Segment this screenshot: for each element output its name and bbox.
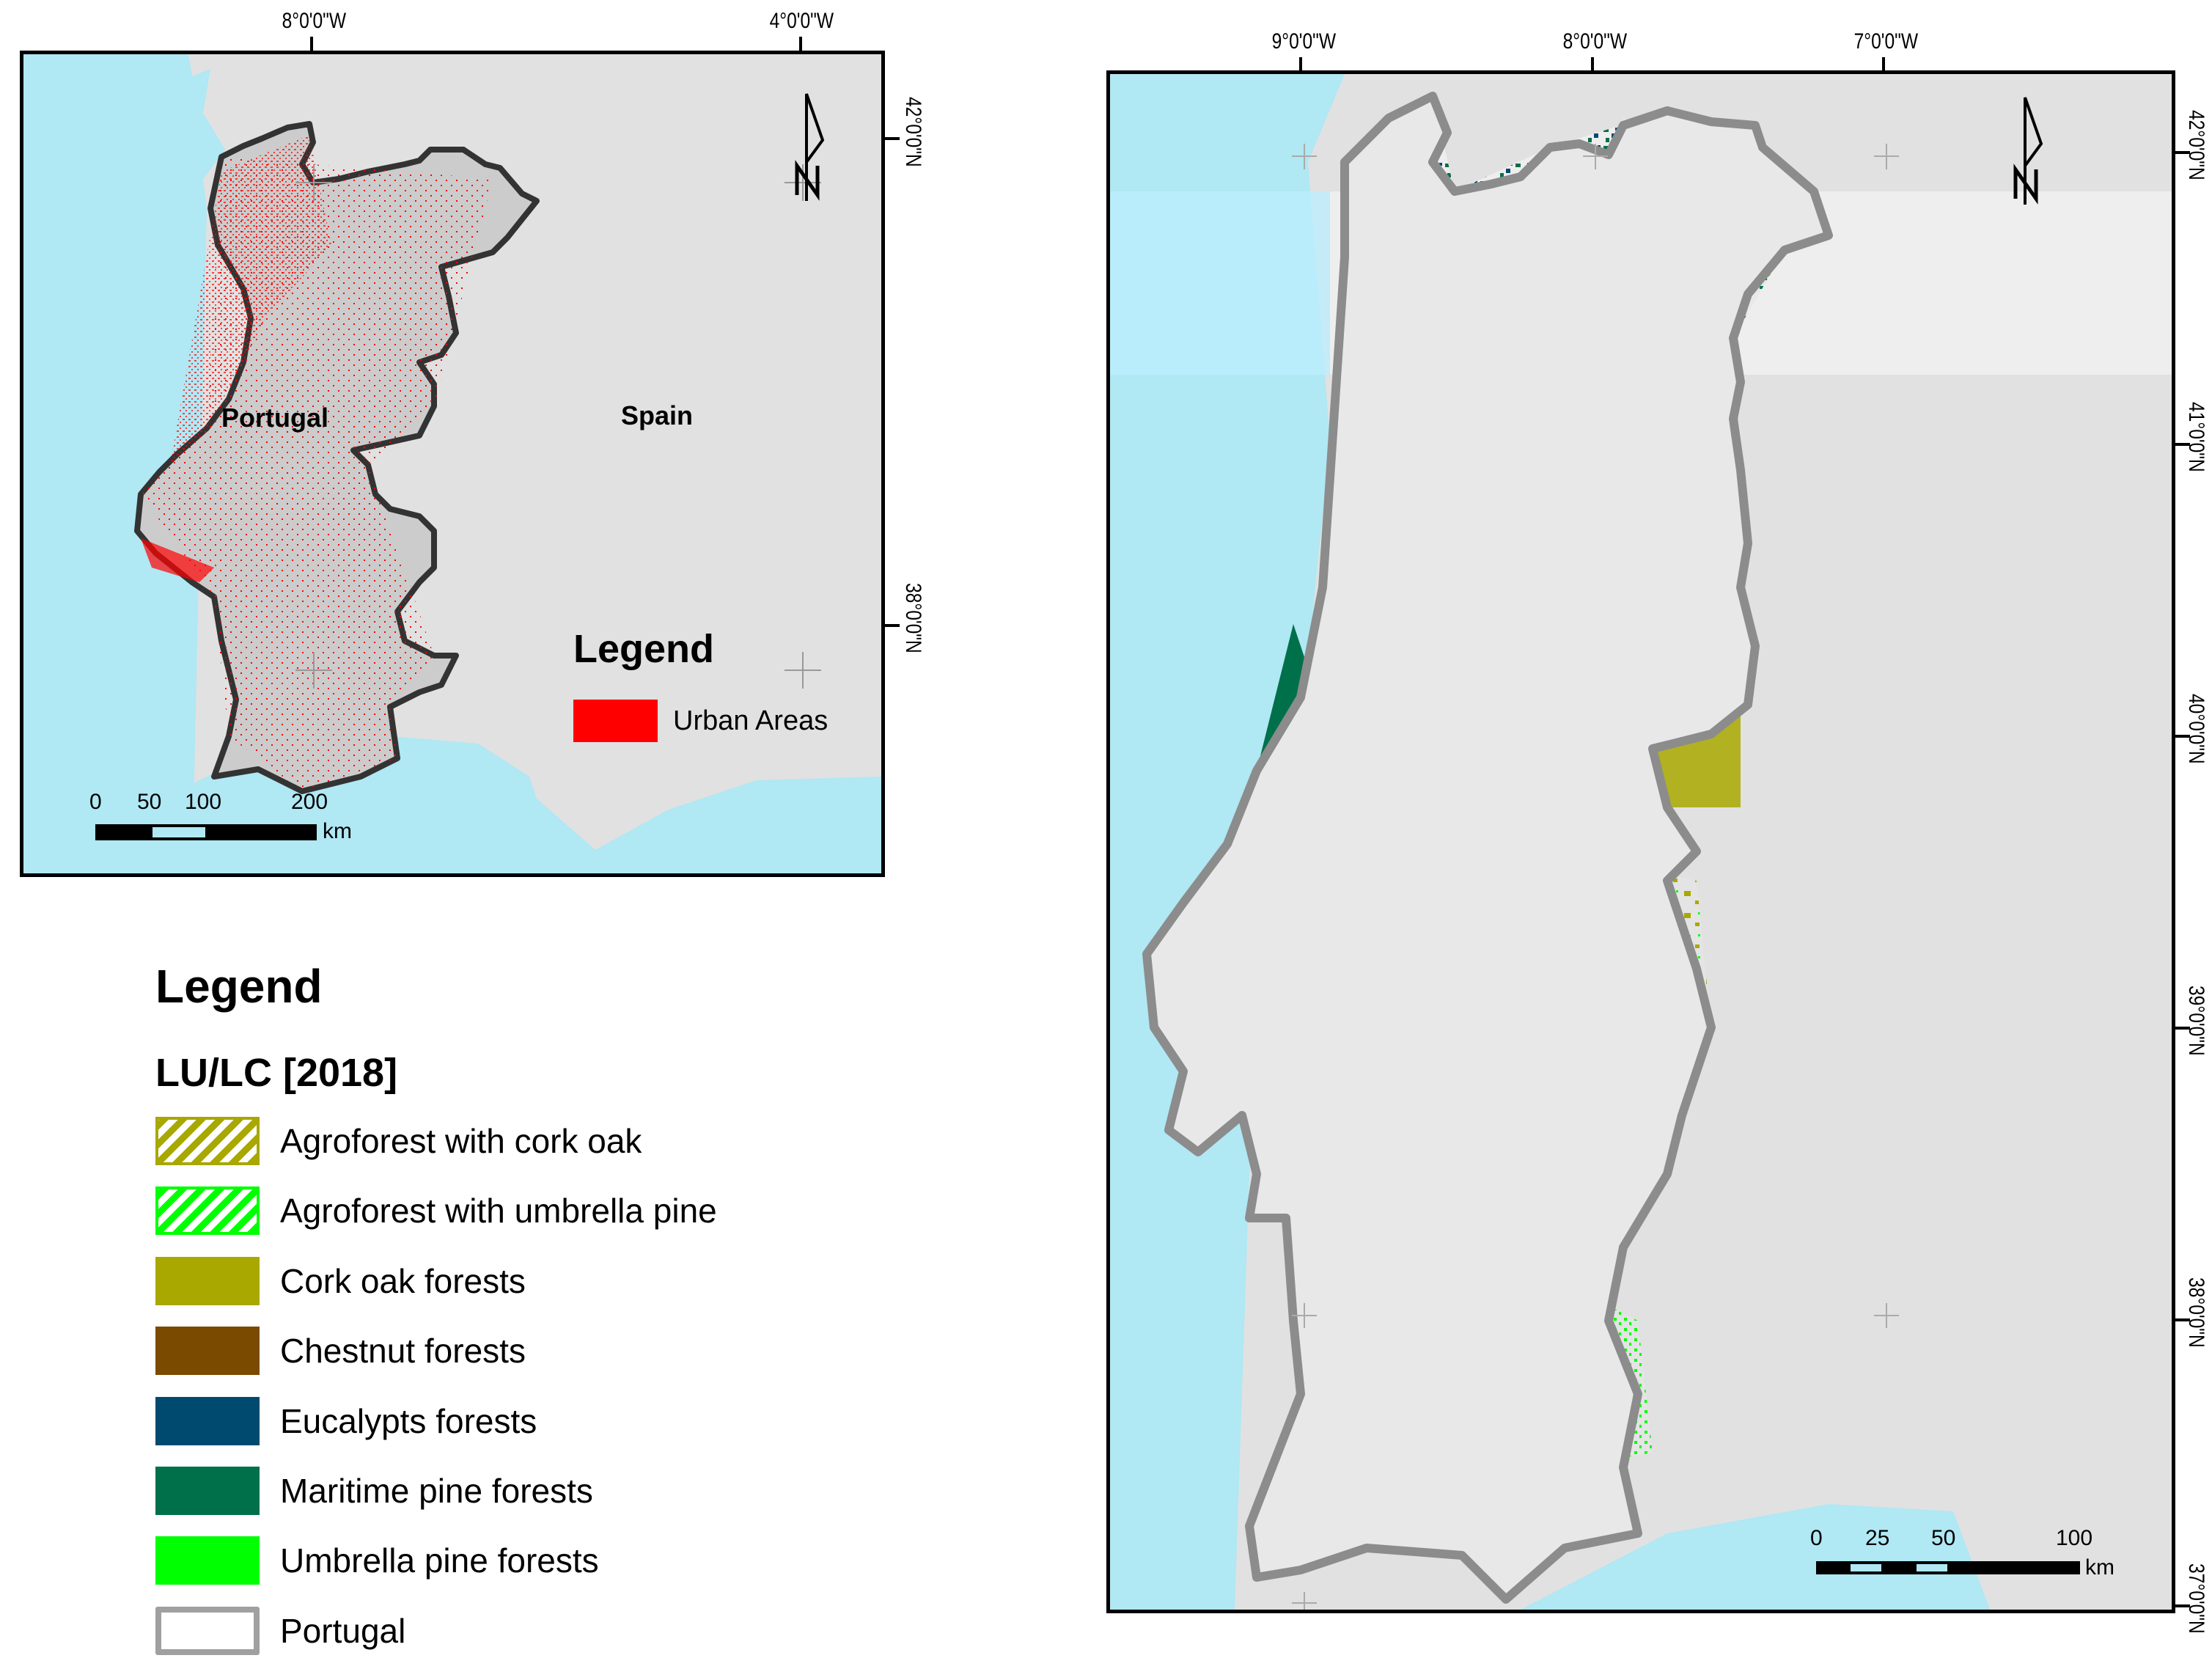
scale-tick-25: 25 bbox=[1865, 1526, 1890, 1550]
main-lon-label-7w: 7°0'0"W bbox=[1853, 29, 1919, 54]
inset-lat-label-42n: 42°0'0"N bbox=[901, 97, 925, 167]
inset-atlantic-ocean bbox=[23, 54, 225, 873]
swatch-chestnut bbox=[155, 1327, 260, 1375]
main-tick bbox=[2174, 735, 2190, 738]
legend-label: Umbrella pine forests bbox=[280, 1541, 599, 1580]
inset-lon-label-8w: 8°0'0"W bbox=[282, 9, 347, 33]
scale-tick-50: 50 bbox=[137, 790, 162, 814]
scale-bar-body bbox=[1816, 1561, 2080, 1574]
main-lat-label-37n: 37°0'0"N bbox=[2184, 1563, 2208, 1634]
legend-title: Legend bbox=[155, 960, 323, 1013]
swatch-umbrella-pine bbox=[155, 1536, 260, 1585]
inset-lon-label-4w: 4°0'0"W bbox=[769, 9, 834, 33]
legend-item-umbrella-pine-forests: Umbrella pine forests bbox=[155, 1534, 599, 1587]
legend-item-agroforest-umbrella-pine: Agroforest with umbrella pine bbox=[155, 1184, 717, 1237]
inset-lat-label-38n: 38°0'0"N bbox=[901, 583, 925, 653]
inset-map-frame: Portugal Spain Legend Urban Areas 0 50 1… bbox=[20, 51, 885, 877]
main-map-frame: 0 25 50 100 km bbox=[1106, 70, 2175, 1613]
legend-item-eucalypts-forests: Eucalypts forests bbox=[155, 1395, 537, 1448]
main-tick bbox=[2174, 151, 2190, 154]
urban-areas-swatch bbox=[573, 700, 658, 742]
swatch-eucalypts bbox=[155, 1397, 260, 1445]
main-graticule bbox=[1292, 144, 1899, 1610]
main-south-sea bbox=[1521, 1504, 1990, 1610]
swatch-maritime-pine bbox=[155, 1467, 260, 1515]
main-lat-label-40n: 40°0'0"N bbox=[2184, 694, 2208, 764]
main-tick bbox=[2174, 443, 2190, 446]
scale-tick-0: 0 bbox=[1810, 1526, 1823, 1550]
inset-tick bbox=[310, 37, 313, 53]
scale-bar-segment bbox=[153, 827, 205, 837]
main-lon-label-8w: 8°0'0"W bbox=[1562, 29, 1628, 54]
scale-tick-0: 0 bbox=[89, 790, 102, 814]
scale-unit: km bbox=[2085, 1555, 2114, 1580]
inset-map-canvas bbox=[23, 54, 881, 873]
scale-unit: km bbox=[323, 819, 352, 843]
main-tick bbox=[2174, 1027, 2190, 1030]
main-lat-label-39n: 39°0'0"N bbox=[2184, 986, 2208, 1056]
legend-label: Agroforest with umbrella pine bbox=[280, 1192, 717, 1230]
inset-legend-title: Legend bbox=[573, 627, 715, 671]
inset-urban-scatter bbox=[141, 157, 493, 791]
inset-tick bbox=[883, 624, 900, 627]
inset-graticule bbox=[295, 164, 821, 689]
urban-areas-label: Urban Areas bbox=[673, 705, 828, 736]
legend-label: Portugal bbox=[280, 1612, 406, 1650]
main-map-canvas bbox=[1110, 74, 2172, 1610]
main-tick bbox=[1882, 57, 1885, 73]
inset-north-arrow-icon bbox=[795, 93, 825, 201]
legend-item-chestnut-forests: Chestnut forests bbox=[155, 1324, 526, 1377]
main-lat-label-41n: 41°0'0"N bbox=[2184, 402, 2208, 472]
hatch-swatch-cork-oak bbox=[155, 1117, 260, 1165]
legend-label: Chestnut forests bbox=[280, 1332, 526, 1370]
legend-item-portugal: Portugal bbox=[155, 1604, 405, 1657]
swatch-cork-oak bbox=[155, 1257, 260, 1305]
main-tick bbox=[1591, 57, 1594, 73]
scale-tick-50: 50 bbox=[1931, 1526, 1956, 1550]
legend-item-agroforest-cork-oak: Agroforest with cork oak bbox=[155, 1115, 642, 1167]
main-tick bbox=[2174, 1604, 2190, 1607]
inset-urban-lisbon bbox=[141, 538, 214, 582]
legend-label: Maritime pine forests bbox=[280, 1472, 593, 1510]
scale-bar-segment bbox=[1917, 1564, 1947, 1571]
inset-tick bbox=[883, 137, 900, 140]
scale-bar-segment bbox=[1851, 1564, 1881, 1571]
main-ocean-band bbox=[1110, 191, 1330, 375]
main-lon-label-9w: 9°0'0"W bbox=[1271, 29, 1337, 54]
legend-item-maritime-pine-forests: Maritime pine forests bbox=[155, 1464, 593, 1517]
hatch-swatch-umbrella-pine bbox=[155, 1186, 260, 1235]
legend-label: Eucalypts forests bbox=[280, 1402, 537, 1440]
swatch-portugal-outline bbox=[155, 1607, 260, 1655]
main-tick bbox=[1299, 57, 1302, 73]
legend-subtitle: LU/LC [2018] bbox=[155, 1051, 398, 1095]
legend-label: Agroforest with cork oak bbox=[280, 1122, 642, 1160]
inset-tick bbox=[799, 37, 802, 53]
scale-bar-body bbox=[95, 824, 317, 840]
legend-item-cork-oak-forests: Cork oak forests bbox=[155, 1255, 526, 1307]
scale-tick-100: 100 bbox=[2056, 1526, 2093, 1550]
main-north-arrow-icon bbox=[2013, 97, 2043, 205]
inset-spain-label: Spain bbox=[621, 400, 694, 430]
main-tick bbox=[2174, 1318, 2190, 1321]
inset-portugal-label: Portugal bbox=[221, 403, 329, 433]
scale-tick-200: 200 bbox=[291, 790, 328, 814]
legend-label: Cork oak forests bbox=[280, 1262, 526, 1300]
scale-tick-100: 100 bbox=[185, 790, 222, 814]
main-lat-label-42n: 42°0'0"N bbox=[2184, 110, 2208, 180]
main-lat-label-38n: 38°0'0"N bbox=[2184, 1277, 2208, 1348]
